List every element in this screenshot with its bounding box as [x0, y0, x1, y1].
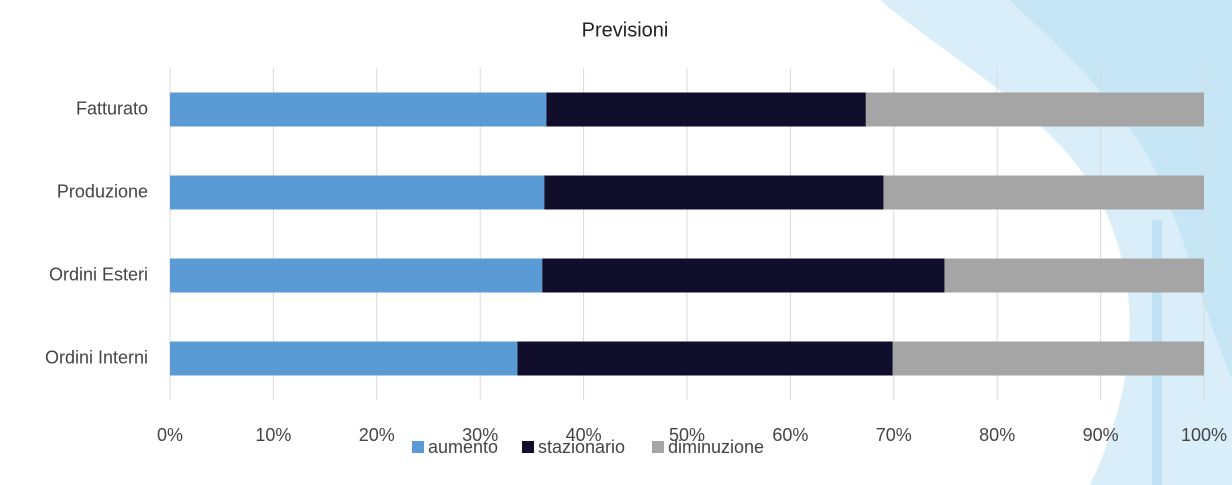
- y-tick-label: Ordini Interni: [45, 347, 148, 367]
- y-tick-label: Fatturato: [76, 98, 148, 118]
- bar-segment: [170, 341, 518, 376]
- bar-segment: [170, 258, 543, 293]
- x-tick-label: 70%: [876, 425, 912, 445]
- bar-segment: [170, 175, 545, 210]
- bar-segment: [865, 92, 1204, 127]
- bar-segment: [542, 258, 945, 293]
- x-tick-label: 0%: [157, 425, 183, 445]
- x-tick-label: 30%: [462, 425, 498, 445]
- x-tick-label: 80%: [979, 425, 1015, 445]
- bar-segment: [892, 341, 1204, 376]
- bar-segment: [517, 341, 893, 376]
- bar-segment: [944, 258, 1204, 293]
- bar-segment: [883, 175, 1204, 210]
- x-tick-label: 20%: [359, 425, 395, 445]
- bar-segment: [546, 92, 866, 127]
- chart-title: Previsioni: [582, 19, 669, 41]
- background-decoration: [880, 0, 1232, 485]
- x-tick-label: 100%: [1181, 425, 1227, 445]
- legend-label: aumento: [428, 437, 498, 457]
- legend-swatch: [522, 441, 534, 453]
- y-tick-label: Produzione: [57, 181, 148, 201]
- legend-swatch: [412, 441, 424, 453]
- y-tick-label: Ordini Esteri: [49, 264, 148, 284]
- x-tick-label: 60%: [772, 425, 808, 445]
- legend-label: diminuzione: [668, 437, 764, 457]
- bar-segment: [544, 175, 884, 210]
- x-tick-label: 50%: [669, 425, 705, 445]
- x-tick-label: 90%: [1083, 425, 1119, 445]
- legend-swatch: [652, 441, 664, 453]
- x-tick-label: 10%: [255, 425, 291, 445]
- bar-segment: [170, 92, 547, 127]
- legend-label: stazionario: [538, 437, 625, 457]
- x-tick-label: 40%: [566, 425, 602, 445]
